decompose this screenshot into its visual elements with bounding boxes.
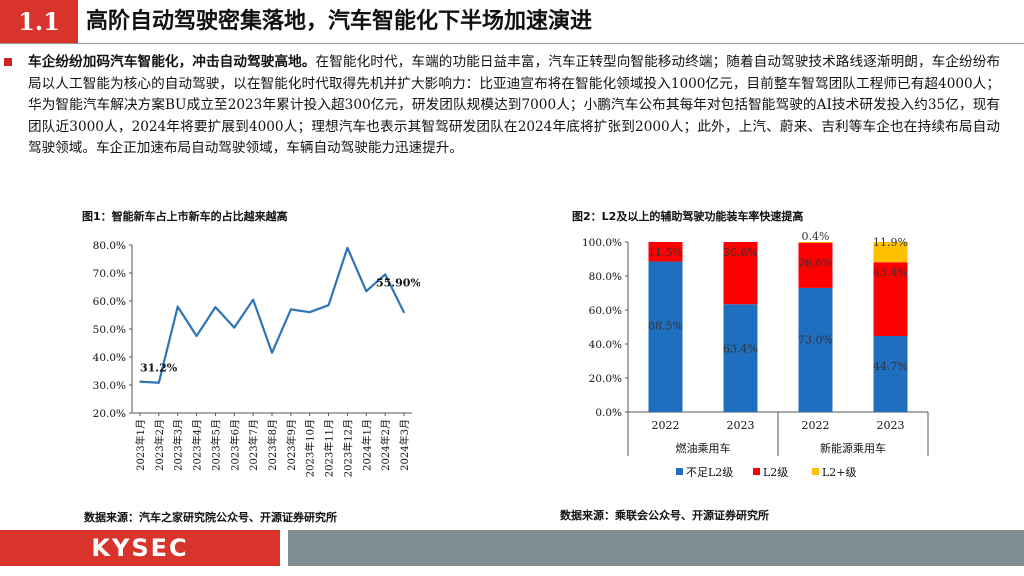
chart2-bar-segment [873,336,908,412]
chart2-bar-segment [873,242,908,263]
summary-lead: 车企纷纷加码汽车智能化，冲击自动驾驶高地。 [28,54,316,70]
header-divider [0,43,1024,44]
chart2-data-label: 26.6% [798,257,833,270]
chart2-x-tick-label: 2023 [727,419,755,432]
chart2-legend-swatch [812,468,819,475]
chart2-data-label: 11.5% [648,246,683,259]
chart1-x-tick-label: 2023年1月 [134,419,147,471]
chart2-y-tick-label: 0.0% [595,407,622,419]
chart2-data-label: 73.0% [798,334,833,347]
chart2-data-label: 36.6% [723,246,758,259]
chart2-legend-label: L2级 [763,466,788,479]
chart2-bar-segment [798,242,833,288]
chart2-y-tick-label: 80.0% [589,271,622,283]
chart2-group-label: 燃油乘用车 [676,441,731,455]
chart1-y-tick-label: 80.0% [93,240,126,252]
chart1-point [290,308,292,311]
chart1-x-tick-label: 2023年4月 [191,419,204,471]
chart1-point [158,381,160,384]
chart2-bar-segment [873,262,908,337]
chart1-x-tick-label: 2024年1月 [360,419,373,471]
slide-header: 1.1 高阶自动驾驶密集落地，汽车智能化下半场加速演进 [0,0,1024,44]
chart1-x-tick-label: 2024年3月 [398,419,411,471]
chart2-x-tick-label: 2023 [877,419,905,432]
chart2-stacked-bar-chart: 0.0% 20.0% 40.0% 60.0% 80.0% 100.0% 88.5% 11.5%… [582,230,929,479]
chart1-y-tick-label: 70.0% [93,268,126,280]
chart2-title: 图2：L2及以上的辅助驾驶功能装车率快速提高 [572,210,804,223]
chart2-data-label: 63.4% [723,343,758,356]
chart2-y-tick-label: 40.0% [589,339,622,351]
chart1-x-tick-label: 2024年2月 [379,419,392,471]
chart1-point [252,298,254,301]
summary-body: 在智能化时代，车端的功能日益丰富，汽车正转型向智能移动终端；随着自动驾驶技术路线… [28,54,1001,157]
chart1-point [214,306,217,308]
chart2-legend-swatch [676,468,683,475]
chart2-x-tick-label: 2022 [802,419,830,432]
chart2-data-label: 11.9% [873,236,908,249]
logo-text: KYSEC [91,534,189,562]
chart1-x-tick-label: 2023年5月 [209,419,222,471]
chart2-group-label: 新能源乘用车 [820,441,886,455]
chart2-bar-segment [798,287,833,412]
chart1-title: 图1：智能新车占上市新车的占比越来越高 [82,210,288,223]
chart2-data-label: 0.4% [802,230,830,243]
chart1-line-chart: 20.0% 30.0% 40.0% 50.0% 60.0% 70.0% 80.0% 2023年… [93,240,420,477]
chart1-source: 数据来源：汽车之家研究院公众号、开源证券研究所 [84,511,337,524]
chart1-x-tick-label: 2023年6月 [228,419,241,471]
chart1-point [308,311,311,313]
chart2-source: 数据来源：乘联会公众号、开源证券研究所 [560,509,769,522]
chart1-point [403,311,405,314]
footer-bar [288,530,1024,566]
chart2-data-label: 43.4% [873,266,908,279]
chart2-legend-label: 不足L2级 [686,466,733,479]
chart2-bar-segment [723,242,758,305]
chart1-point [195,335,198,337]
chart1-data-label: 55.90% [376,276,420,289]
kysec-logo: KYSEC [0,530,280,566]
chart2-x-tick-label: 2022 [652,419,680,432]
summary-paragraph: 车企纷纷加码汽车智能化，冲击自动驾驶高地。在智能化时代，车端的功能日益丰富，汽车… [4,52,1001,160]
chart1-point [365,290,368,292]
chart2-bar-segment [798,242,833,243]
chart1-x-tick-label: 2023年12月 [341,419,354,477]
chart1-y-tick-label: 50.0% [93,324,126,336]
chart1-point [327,304,330,306]
chart1-x-tick-label: 2023年10月 [304,419,317,477]
chart1-data-label: 31.2% [140,362,178,375]
chart2-y-tick-label: 20.0% [589,373,622,385]
chart1-x-tick-label: 2023年7月 [247,419,260,471]
bullet-square-icon [4,58,12,66]
chart1-point [271,352,273,354]
chart1-point [176,305,179,308]
chart1-point [233,326,236,329]
chart2-y-tick-label: 100.0% [582,237,622,249]
section-number: 1.1 [0,0,78,44]
chart1-x-tick-label: 2023年9月 [285,419,298,471]
chart1-point [346,247,349,249]
chart1-x-tick-label: 2023年8月 [266,419,279,471]
slide-title: 高阶自动驾驶密集落地，汽车智能化下半场加速演进 [86,9,593,34]
chart2-legend-label: L2+级 [822,466,857,479]
chart1-x-tick-label: 2023年11月 [323,419,336,477]
chart1-series-line [139,246,405,384]
chart1-y-tick-label: 60.0% [93,296,126,308]
chart2-bar-segment [723,304,758,412]
chart2-bar-segment [648,261,683,412]
chart1-y-tick-label: 40.0% [93,352,126,364]
chart2-y-tick-label: 60.0% [589,305,622,317]
chart1-y-tick-label: 30.0% [93,380,126,392]
chart2-legend-swatch [753,468,760,475]
chart2-data-label: 88.5% [648,319,683,332]
chart1-point [139,380,141,383]
chart2-data-label: 44.7% [873,360,908,373]
chart1-x-tick-label: 2023年3月 [172,419,185,471]
chart1-x-tick-label: 2023年2月 [153,419,166,471]
chart1-point [384,273,386,276]
chart2-bar-segment [648,242,683,262]
chart1-y-tick-label: 20.0% [93,408,126,420]
